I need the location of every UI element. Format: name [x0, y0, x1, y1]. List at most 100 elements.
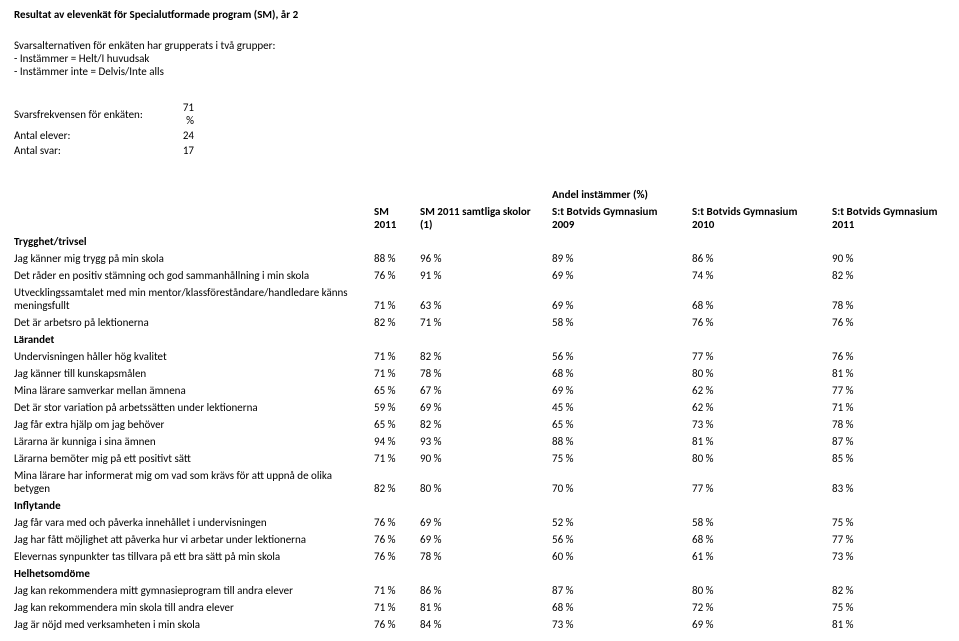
section-name: Lärandet: [14, 331, 952, 348]
value-cell: 61 %: [692, 548, 832, 565]
col-header-line1: S:t Botvids Gymnasium: [692, 205, 797, 218]
value-cell: 80 %: [692, 365, 832, 382]
value-cell: 82 %: [420, 348, 552, 365]
question-cell: Utvecklingssamtalet med min mentor/klass…: [14, 284, 374, 314]
question-cell: Jag har fått möjlighet att påverka hur v…: [14, 531, 374, 548]
value-cell: 78 %: [832, 416, 952, 433]
stats-label: Svarsfrekvensen för enkäten:: [14, 100, 174, 128]
table-row: Mina lärare har informerat mig om vad so…: [14, 467, 952, 497]
table-row: Det är stor variation på arbetssätten un…: [14, 399, 952, 416]
value-cell: 90 %: [420, 450, 552, 467]
question-cell: Jag får vara med och påverka innehållet …: [14, 514, 374, 531]
value-cell: 80 %: [692, 582, 832, 599]
value-cell: 96 %: [420, 250, 552, 267]
question-cell: Mina lärare har informerat mig om vad so…: [14, 467, 374, 497]
value-cell: 69 %: [552, 267, 692, 284]
intro-line: Svarsalternativen för enkäten har gruppe…: [14, 39, 945, 52]
value-cell: 71 %: [374, 450, 420, 467]
col-header: S:t Botvids Gymnasium 2010: [692, 203, 832, 233]
question-cell: Jag kan rekommendera min skola till andr…: [14, 599, 374, 616]
table-row: Jag känner till kunskapsmålen71 %78 %68 …: [14, 365, 952, 382]
col-header-line2: 2011: [374, 218, 396, 231]
col-header: S:t Botvids Gymnasium 2011: [832, 203, 952, 233]
value-cell: 76 %: [692, 314, 832, 331]
results-table: Andel instämmer (%) SM 2011 SM 2011 samt…: [14, 186, 952, 633]
value-cell: 82 %: [374, 467, 420, 497]
table-row: Jag kan rekommendera min skola till andr…: [14, 599, 952, 616]
value-cell: 72 %: [692, 599, 832, 616]
value-cell: 60 %: [552, 548, 692, 565]
table-row: Jag kan rekommendera mitt gymnasieprogra…: [14, 582, 952, 599]
question-cell: Jag kan rekommendera mitt gymnasieprogra…: [14, 582, 374, 599]
table-row: Utvecklingssamtalet med min mentor/klass…: [14, 284, 952, 314]
question-cell: Jag är nöjd med verksamheten i min skola: [14, 616, 374, 633]
table-row: Lärarna är kunniga i sina ämnen94 %93 %8…: [14, 433, 952, 450]
section-row: Trygghet/trivsel: [14, 233, 952, 250]
value-cell: 58 %: [692, 514, 832, 531]
value-cell: 71 %: [374, 582, 420, 599]
col-header-line1: S:t Botvids Gymnasium: [552, 205, 657, 218]
value-cell: 82 %: [832, 267, 952, 284]
value-cell: 77 %: [692, 467, 832, 497]
value-cell: 69 %: [552, 382, 692, 399]
value-cell: 81 %: [832, 616, 952, 633]
value-cell: 69 %: [420, 514, 552, 531]
question-cell: Lärarna är kunniga i sina ämnen: [14, 433, 374, 450]
value-cell: 67 %: [420, 382, 552, 399]
value-cell: 71 %: [374, 599, 420, 616]
value-cell: 76 %: [374, 514, 420, 531]
col-header-line2: 2009: [552, 218, 574, 231]
value-cell: 87 %: [832, 433, 952, 450]
value-cell: 71 %: [374, 348, 420, 365]
value-cell: 83 %: [832, 467, 952, 497]
question-cell: Jag får extra hjälp om jag behöver: [14, 416, 374, 433]
intro-line: - Instämmer inte = Delvis/Inte alls: [14, 65, 945, 78]
value-cell: 71 %: [374, 284, 420, 314]
question-cell: Jag känner mig trygg på min skola: [14, 250, 374, 267]
value-cell: 76 %: [374, 616, 420, 633]
value-cell: 80 %: [420, 467, 552, 497]
value-cell: 77 %: [832, 382, 952, 399]
value-cell: 68 %: [692, 284, 832, 314]
value-cell: 68 %: [552, 365, 692, 382]
value-cell: 86 %: [692, 250, 832, 267]
col-header-line2: (1): [420, 218, 432, 231]
value-cell: 77 %: [832, 531, 952, 548]
table-row: Jag känner mig trygg på min skola88 %96 …: [14, 250, 952, 267]
question-cell: Det är arbetsro på lektionerna: [14, 314, 374, 331]
section-name: Helhetsomdöme: [14, 565, 952, 582]
value-cell: 68 %: [552, 599, 692, 616]
value-cell: 71 %: [420, 314, 552, 331]
value-cell: 80 %: [692, 450, 832, 467]
table-row: Det är arbetsro på lektionerna82 %71 %58…: [14, 314, 952, 331]
section-row: Inflytande: [14, 497, 952, 514]
intro-line: - Instämmer = Helt/I huvudsak: [14, 52, 945, 65]
table-row: Jag får vara med och påverka innehållet …: [14, 514, 952, 531]
table-row: Svarsfrekvensen för enkäten: 71 %: [14, 100, 194, 128]
question-cell: Det råder en positiv stämning och god sa…: [14, 267, 374, 284]
value-cell: 76 %: [374, 531, 420, 548]
value-cell: 73 %: [832, 548, 952, 565]
value-cell: 81 %: [420, 599, 552, 616]
question-cell: Mina lärare samverkar mellan ämnena: [14, 382, 374, 399]
value-cell: 56 %: [552, 531, 692, 548]
value-cell: 78 %: [420, 548, 552, 565]
value-cell: 62 %: [692, 382, 832, 399]
col-header-line1: SM: [374, 205, 389, 218]
section-name: Trygghet/trivsel: [14, 233, 952, 250]
stats-value: 71 %: [174, 100, 194, 128]
value-cell: 75 %: [832, 514, 952, 531]
section-row: Lärandet: [14, 331, 952, 348]
question-cell: Det är stor variation på arbetssätten un…: [14, 399, 374, 416]
value-cell: 84 %: [420, 616, 552, 633]
value-cell: 73 %: [692, 416, 832, 433]
value-cell: 58 %: [552, 314, 692, 331]
value-cell: 63 %: [420, 284, 552, 314]
col-header-line2: 2010: [692, 218, 714, 231]
value-cell: 86 %: [420, 582, 552, 599]
value-cell: 87 %: [552, 582, 692, 599]
value-cell: 71 %: [374, 365, 420, 382]
table-row: Det råder en positiv stämning och god sa…: [14, 267, 952, 284]
col-header: SM 2011: [374, 203, 420, 233]
section-name: Inflytande: [14, 497, 952, 514]
